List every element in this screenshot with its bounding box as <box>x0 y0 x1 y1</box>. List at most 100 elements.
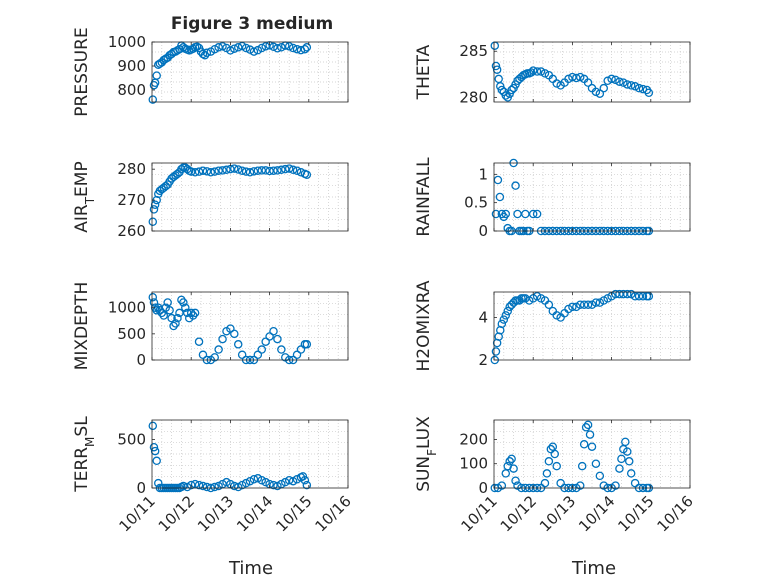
data-point <box>495 192 505 202</box>
data-point <box>273 166 282 175</box>
data-point <box>583 78 593 87</box>
data-point <box>273 43 282 53</box>
data-point <box>497 319 507 329</box>
data-point <box>233 165 243 174</box>
data-point <box>245 168 255 177</box>
data-point <box>230 44 239 53</box>
x-tick-label: 10/14 <box>233 492 276 535</box>
data-point <box>206 168 216 177</box>
data-point <box>630 82 640 91</box>
data-point <box>249 47 259 56</box>
data-point <box>214 43 223 52</box>
data-point <box>288 165 298 175</box>
data-point <box>607 74 616 84</box>
data-point <box>595 89 605 98</box>
data-point <box>492 65 502 74</box>
data-point <box>171 319 180 328</box>
data-point <box>194 167 204 176</box>
data-point <box>638 84 648 94</box>
y-tick-label: 0 <box>478 479 488 497</box>
x-tick-label: 10/12 <box>155 492 198 535</box>
data-point <box>288 43 298 53</box>
data-point <box>218 166 227 175</box>
y-axis-label: MIXDEPTH <box>72 282 92 371</box>
data-point <box>257 43 267 53</box>
y-tick-label: 0 <box>136 479 146 497</box>
data-point <box>624 457 634 466</box>
data-point <box>210 44 219 54</box>
y-axis-label: RAINFALL <box>414 157 434 237</box>
data-point <box>634 83 644 93</box>
data-point <box>233 340 243 349</box>
data-point <box>269 326 278 336</box>
data-point <box>300 475 310 485</box>
data-point <box>159 311 169 320</box>
data-point <box>261 42 270 51</box>
data-point <box>177 164 186 174</box>
data-point <box>552 79 561 88</box>
axes-box <box>151 291 349 361</box>
data-point <box>198 166 208 175</box>
data-point <box>173 313 182 323</box>
y-tick-label: 1000 <box>108 33 146 51</box>
data-point <box>491 347 501 356</box>
data-point <box>302 43 312 52</box>
data-point <box>581 423 591 432</box>
data-point <box>186 308 196 318</box>
data-point <box>273 481 282 491</box>
subplot-5: 0 500 1000 MIXDEPTH <box>72 282 349 371</box>
axes-box <box>493 291 691 361</box>
data-point <box>583 420 593 430</box>
y-tick-label: 500 <box>117 325 146 343</box>
data-point <box>163 298 172 307</box>
data-point <box>237 480 247 490</box>
data-point <box>599 83 609 93</box>
x-tick-label: 10/13 <box>194 492 237 535</box>
data-point <box>210 167 219 176</box>
subplot-1: 800 900 1000 PRESSURE <box>72 27 349 117</box>
data-point <box>245 476 255 486</box>
data-point <box>540 478 550 488</box>
subplot-4: 0 0.5 1 RAINFALL <box>414 157 691 240</box>
data-point <box>284 42 294 51</box>
data-point <box>536 67 546 76</box>
data-point <box>532 209 542 219</box>
data-point <box>277 345 286 354</box>
data-point <box>249 167 259 176</box>
axes-box <box>493 419 691 489</box>
data-point <box>542 469 552 478</box>
data-point <box>150 446 160 456</box>
data-point <box>281 477 290 487</box>
data-point <box>148 95 158 104</box>
axes-box <box>151 41 349 103</box>
data-point <box>501 209 511 219</box>
data-point <box>218 334 227 344</box>
data-point <box>181 303 190 312</box>
data-point <box>198 49 208 59</box>
data-point <box>503 306 512 316</box>
data-point <box>165 306 174 315</box>
data-point <box>190 168 200 177</box>
data-point <box>491 209 501 219</box>
data-point <box>188 44 198 53</box>
data-point <box>241 43 251 53</box>
figure-title: Figure 3 medium <box>171 14 333 34</box>
data-point <box>169 321 178 331</box>
axes-box <box>493 162 691 232</box>
data-point <box>497 85 507 95</box>
data-point <box>190 308 200 318</box>
y-tick-label: 4 <box>478 309 488 327</box>
data-point <box>544 300 554 309</box>
data-point <box>626 81 636 90</box>
data-point <box>269 166 278 175</box>
y-axis-label: SUNFLUX <box>414 416 439 492</box>
data-point <box>210 353 219 362</box>
data-point <box>615 464 624 473</box>
data-point <box>200 50 210 60</box>
x-tick-label: 10/15 <box>272 492 315 535</box>
data-point <box>552 461 561 471</box>
data-point <box>253 166 263 175</box>
